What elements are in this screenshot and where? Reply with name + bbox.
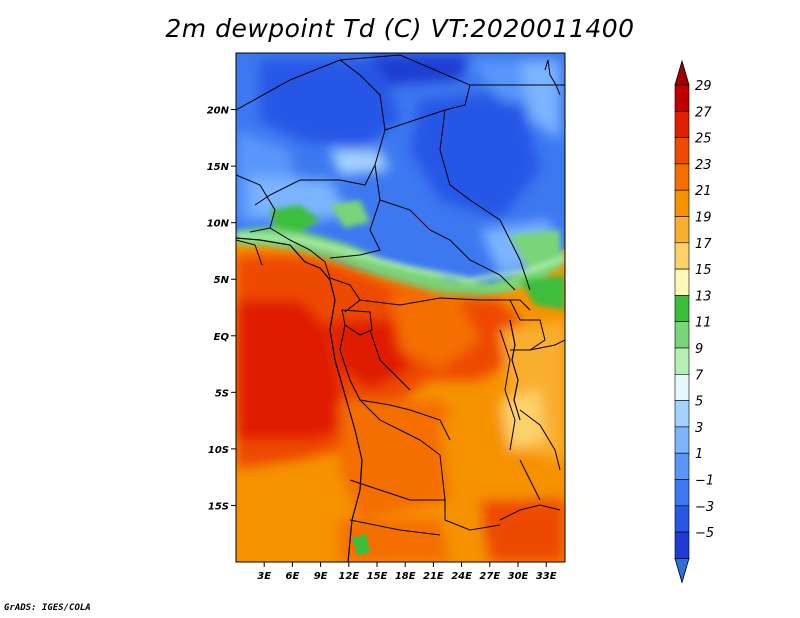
colorbar-label: 1: [695, 447, 703, 462]
lon-tick-label: 15E: [367, 571, 388, 582]
colorbar-label: 9: [695, 342, 703, 357]
lon-tick-label: 18E: [395, 571, 416, 582]
colorbar-swatch: [674, 479, 690, 507]
lat-tick-label: 15S: [208, 501, 229, 512]
lon-tick-label: 24E: [451, 571, 472, 582]
colorbar-label: 5: [695, 395, 703, 410]
colorbar-label: −1: [695, 474, 714, 489]
colorbar-label: 13: [695, 289, 712, 304]
lat-tick-label: 20N: [207, 106, 230, 117]
dewpoint-field: [236, 53, 565, 562]
lon-tick-label: 33E: [536, 571, 557, 582]
colorbar-swatch: [674, 295, 690, 322]
colorbar-label: −5: [695, 526, 714, 541]
colorbar-swatch: [674, 216, 690, 244]
colorbar-label: 27: [695, 105, 712, 120]
lon-tick-label: 3E: [257, 571, 271, 582]
lat-tick-label: 5N: [214, 275, 230, 286]
colorbar-swatch: [674, 242, 690, 270]
lat-tick-label: 10N: [207, 219, 230, 230]
colorbar-swatch: [674, 189, 690, 217]
country-borders: [236, 54, 565, 536]
colorbar-label: 19: [695, 211, 712, 226]
colorbar-label: −3: [695, 500, 714, 515]
colorbar-swatch: [674, 400, 690, 428]
colorbar-swatch: [674, 321, 690, 349]
colorbar-label: 7: [695, 368, 704, 383]
longitude-axis: 3E 6E 9E 12E 15E 18E 21E 24E 27E 30E 33E: [257, 562, 557, 582]
colorbar-label: 29: [695, 79, 712, 94]
colorbar: 29 27 25 23 21 19 17 15 13 11 9 7 5 3 1 −1 −3 −5: [674, 59, 714, 584]
colorbar-label: 15: [695, 263, 712, 278]
lon-tick-label: 27E: [479, 571, 500, 582]
colorbar-swatch: [674, 426, 690, 454]
colorbar-label: 25: [695, 132, 712, 147]
colorbar-swatch: [674, 268, 690, 296]
coastline: [236, 237, 363, 562]
colorbar-swatch: [674, 111, 690, 138]
colorbar-swatch: [674, 84, 690, 112]
colorbar-swatch: [674, 452, 690, 480]
colorbar-swatch: [674, 531, 690, 559]
map-title: 2m dewpoint Td (C) VT:2020011400: [165, 14, 635, 43]
lon-tick-label: 21E: [423, 571, 444, 582]
colorbar-bottom-arrow: [674, 558, 690, 584]
colorbar-swatch: [674, 373, 690, 401]
colorbar-swatch: [674, 347, 690, 375]
colorbar-swatch: [674, 163, 690, 191]
colorbar-swatch: [674, 137, 690, 165]
lon-tick-label: 30E: [508, 571, 529, 582]
latitude-axis: 20N 15N 10N 5N EQ 5S 10S 15S: [207, 106, 236, 512]
colorbar-top-arrow: [674, 59, 690, 86]
credit-text: GrADS: IGES/COLA: [4, 603, 91, 613]
colorbar-label: 3: [695, 421, 703, 436]
map-frame: [235, 52, 566, 563]
lat-tick-label: 15N: [207, 162, 230, 173]
colorbar-label: 11: [695, 316, 712, 331]
lon-tick-label: 6E: [286, 571, 300, 582]
colorbar-swatch: [674, 505, 690, 533]
colorbar-label: 23: [695, 158, 712, 173]
colorbar-label: 21: [695, 184, 712, 199]
lon-tick-label: 12E: [338, 571, 359, 582]
lat-tick-label: 5S: [215, 388, 229, 399]
lat-tick-label: EQ: [214, 332, 230, 343]
lat-tick-label: 10S: [208, 445, 229, 456]
lon-tick-label: 9E: [314, 571, 328, 582]
lake-outline: [509, 319, 521, 421]
colorbar-label: 17: [695, 237, 712, 252]
